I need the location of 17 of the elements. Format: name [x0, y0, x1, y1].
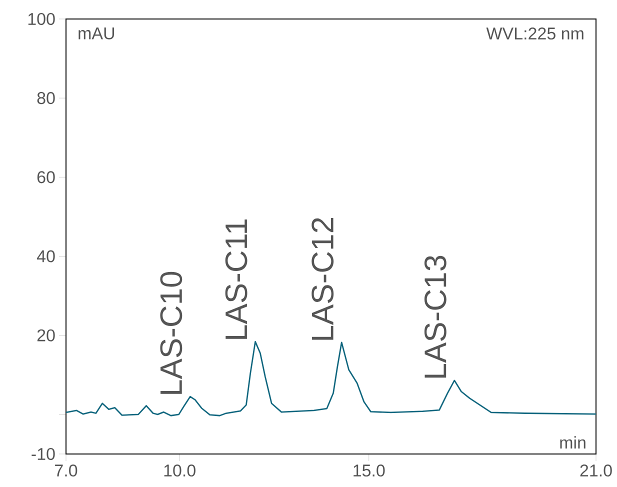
y-tick-label: 60	[37, 171, 55, 184]
annotation: LAS-C10	[160, 272, 182, 394]
y-tick-label: -10	[32, 448, 55, 460]
x-tick-label: 21.0	[580, 464, 612, 477]
y-tick-label: 80	[37, 92, 55, 104]
y-tick-label: 40	[36, 250, 55, 262]
x-tick-label: 10.0	[164, 464, 196, 477]
y-axis-title: mAU	[78, 28, 114, 40]
x-tick-label: 7.0	[55, 464, 78, 477]
y-tick-label: 100	[28, 12, 55, 26]
y-tick-label: 20	[37, 329, 55, 342]
annotation: LAS-C13	[424, 256, 446, 378]
annotation: LAS-C11	[225, 220, 248, 339]
annotation: WVL:225 nm	[486, 28, 584, 40]
x-axis-title: min	[560, 436, 586, 448]
x-tick-label: 15.0	[354, 464, 385, 477]
annotation: LAS-C12	[312, 218, 334, 340]
